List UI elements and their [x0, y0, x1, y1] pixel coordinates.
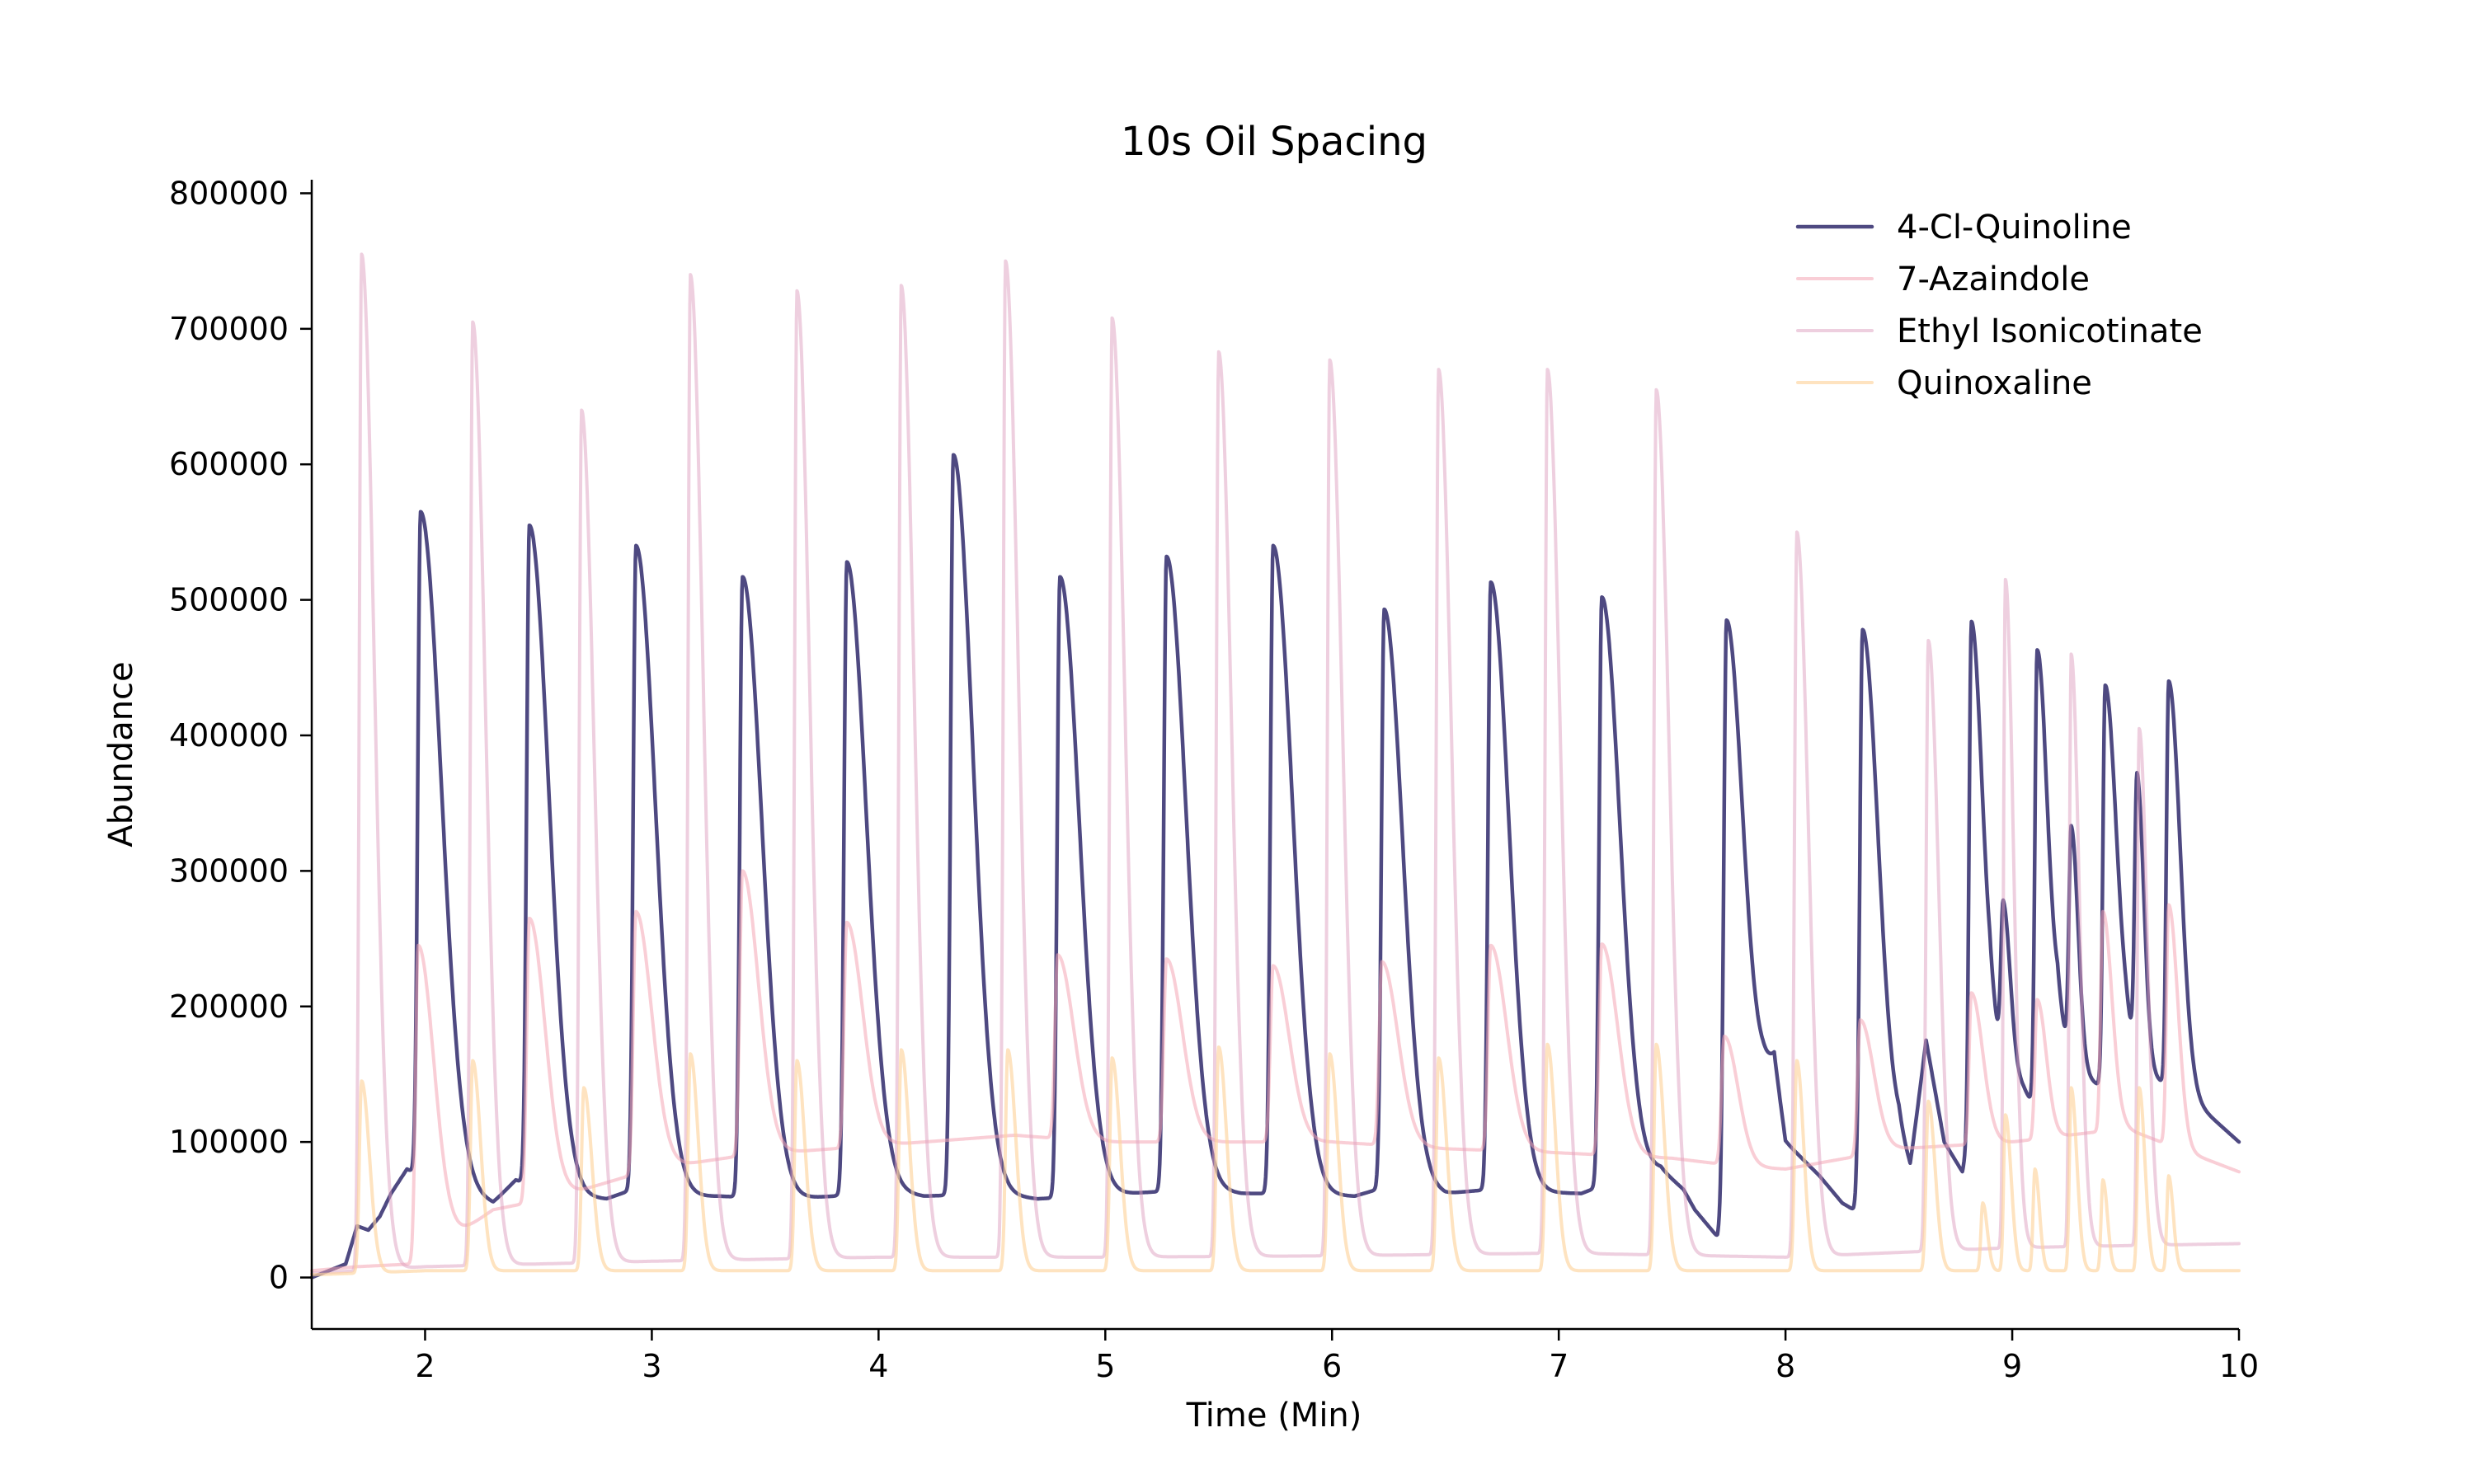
legend-label-0: 4-Cl-Quinoline [1897, 209, 2132, 247]
legend: 4-Cl-Quinoline 7-Azaindole Ethyl Isonicoti… [1795, 209, 2203, 402]
series-layer [309, 252, 2241, 1280]
x-tick-label: 4 [868, 1348, 888, 1384]
y-tick-label: 600000 [169, 446, 289, 482]
x-ticks: 2 3 4 5 6 7 8 9 10 [415, 1329, 2259, 1384]
y-tick-label: 0 [269, 1260, 289, 1296]
x-tick-label: 10 [2219, 1348, 2259, 1384]
legend-label-1: 7-Azaindole [1897, 261, 2090, 298]
y-tick-label: 700000 [169, 311, 289, 347]
axes-layer [310, 180, 2239, 1331]
x-tick-label: 2 [415, 1348, 435, 1384]
y-tick-label: 400000 [169, 717, 289, 754]
series-line-0 [309, 453, 2241, 1280]
x-tick-label: 3 [642, 1348, 661, 1384]
x-axis-label: Time (Min) [1186, 1397, 1362, 1435]
series-line-1 [310, 869, 2241, 1273]
y-tick-label: 500000 [169, 582, 289, 618]
y-tick-label: 200000 [169, 989, 289, 1025]
legend-label-3: Quinoxaline [1897, 364, 2092, 402]
series-line-2 [310, 252, 2241, 1275]
y-ticks: 0 100000 200000 300000 400000 500000 600000 700… [169, 175, 312, 1296]
x-tick-label: 9 [2002, 1348, 2022, 1384]
y-tick-label: 800000 [169, 175, 289, 211]
series-line-3 [310, 1042, 2241, 1277]
y-tick-label: 300000 [169, 852, 289, 889]
chart-title: 10s Oil Spacing [1121, 119, 1427, 165]
x-tick-label: 6 [1322, 1348, 1342, 1384]
x-tick-label: 7 [1549, 1348, 1569, 1384]
y-axis-label: Abundance [102, 661, 140, 847]
legend-label-2: Ethyl Isonicotinate [1897, 312, 2203, 350]
y-tick-label: 100000 [169, 1124, 289, 1160]
x-tick-label: 5 [1095, 1348, 1115, 1384]
x-tick-label: 8 [1776, 1348, 1795, 1384]
